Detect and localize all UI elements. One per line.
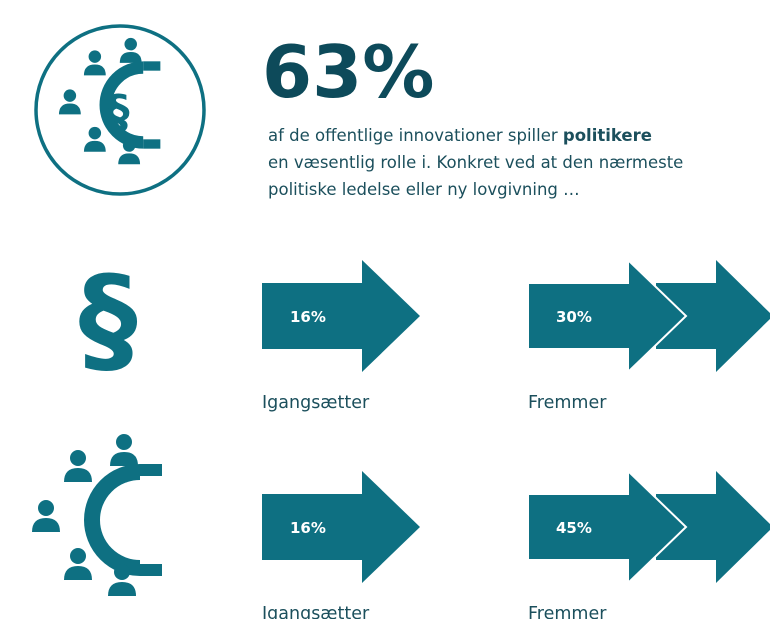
item-value: 45% [556,519,592,537]
paragraph-icon: § [79,250,138,388]
headline-value: 63% [262,30,434,114]
description: af de offentlige innovationer spiller po… [268,126,689,199]
arrow [527,257,688,375]
item-value: 16% [290,308,326,326]
description-bold: politikere [563,126,652,145]
item-value: 30% [556,308,592,326]
arrow [656,260,770,372]
item-label: Igangsætter [262,393,370,413]
item-label: Igangsætter [262,604,370,619]
icon-circle [34,24,206,196]
item-label: Fremmer [528,604,607,619]
arrow [527,468,688,586]
arrow [262,260,420,372]
description-line: politiske ledelse eller ny lovgivning … [268,180,580,199]
paragraph-icon: § [107,85,130,139]
description-line: af de offentlige innovationer spiller [268,126,558,145]
item-value: 16% [290,519,326,537]
item-label: Fremmer [528,393,607,413]
arrow [656,471,770,583]
description-line: en væsentlig rolle i. Konkret ved at den… [268,153,683,172]
arrow [262,471,420,583]
